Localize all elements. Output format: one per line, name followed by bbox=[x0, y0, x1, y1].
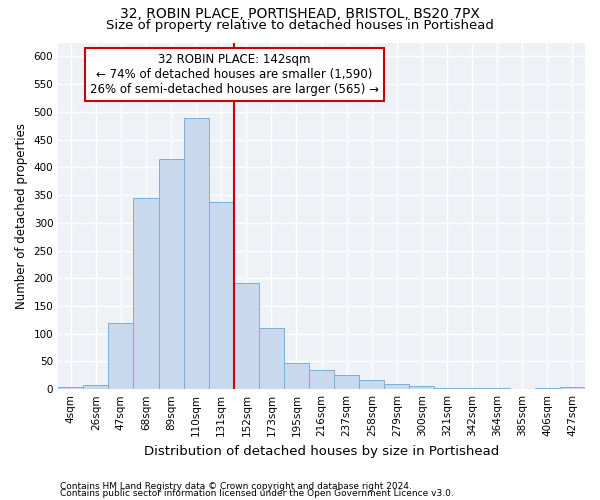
Bar bbox=[309, 370, 334, 389]
Bar bbox=[109, 322, 133, 389]
Bar bbox=[83, 386, 109, 389]
Bar bbox=[158, 159, 184, 389]
Bar bbox=[359, 380, 385, 389]
Text: 32, ROBIN PLACE, PORTISHEAD, BRISTOL, BS20 7PX: 32, ROBIN PLACE, PORTISHEAD, BRISTOL, BS… bbox=[120, 8, 480, 22]
Text: Size of property relative to detached houses in Portishead: Size of property relative to detached ho… bbox=[106, 19, 494, 32]
Bar bbox=[409, 386, 434, 389]
Bar bbox=[234, 282, 259, 389]
Bar bbox=[560, 387, 585, 389]
Y-axis label: Number of detached properties: Number of detached properties bbox=[15, 123, 28, 309]
Text: Contains HM Land Registry data © Crown copyright and database right 2024.: Contains HM Land Registry data © Crown c… bbox=[60, 482, 412, 491]
Text: Contains public sector information licensed under the Open Government Licence v3: Contains public sector information licen… bbox=[60, 489, 454, 498]
Bar bbox=[485, 388, 510, 389]
Text: 32 ROBIN PLACE: 142sqm
← 74% of detached houses are smaller (1,590)
26% of semi-: 32 ROBIN PLACE: 142sqm ← 74% of detached… bbox=[90, 53, 379, 96]
Bar bbox=[334, 376, 359, 389]
Bar bbox=[209, 202, 234, 389]
Bar bbox=[460, 388, 485, 389]
Bar bbox=[184, 118, 209, 389]
Bar bbox=[434, 388, 460, 389]
Bar bbox=[133, 198, 158, 389]
Bar bbox=[284, 362, 309, 389]
Bar bbox=[535, 388, 560, 389]
Bar bbox=[510, 388, 535, 389]
X-axis label: Distribution of detached houses by size in Portishead: Distribution of detached houses by size … bbox=[144, 444, 499, 458]
Bar bbox=[58, 387, 83, 389]
Bar bbox=[385, 384, 409, 389]
Bar bbox=[259, 328, 284, 389]
